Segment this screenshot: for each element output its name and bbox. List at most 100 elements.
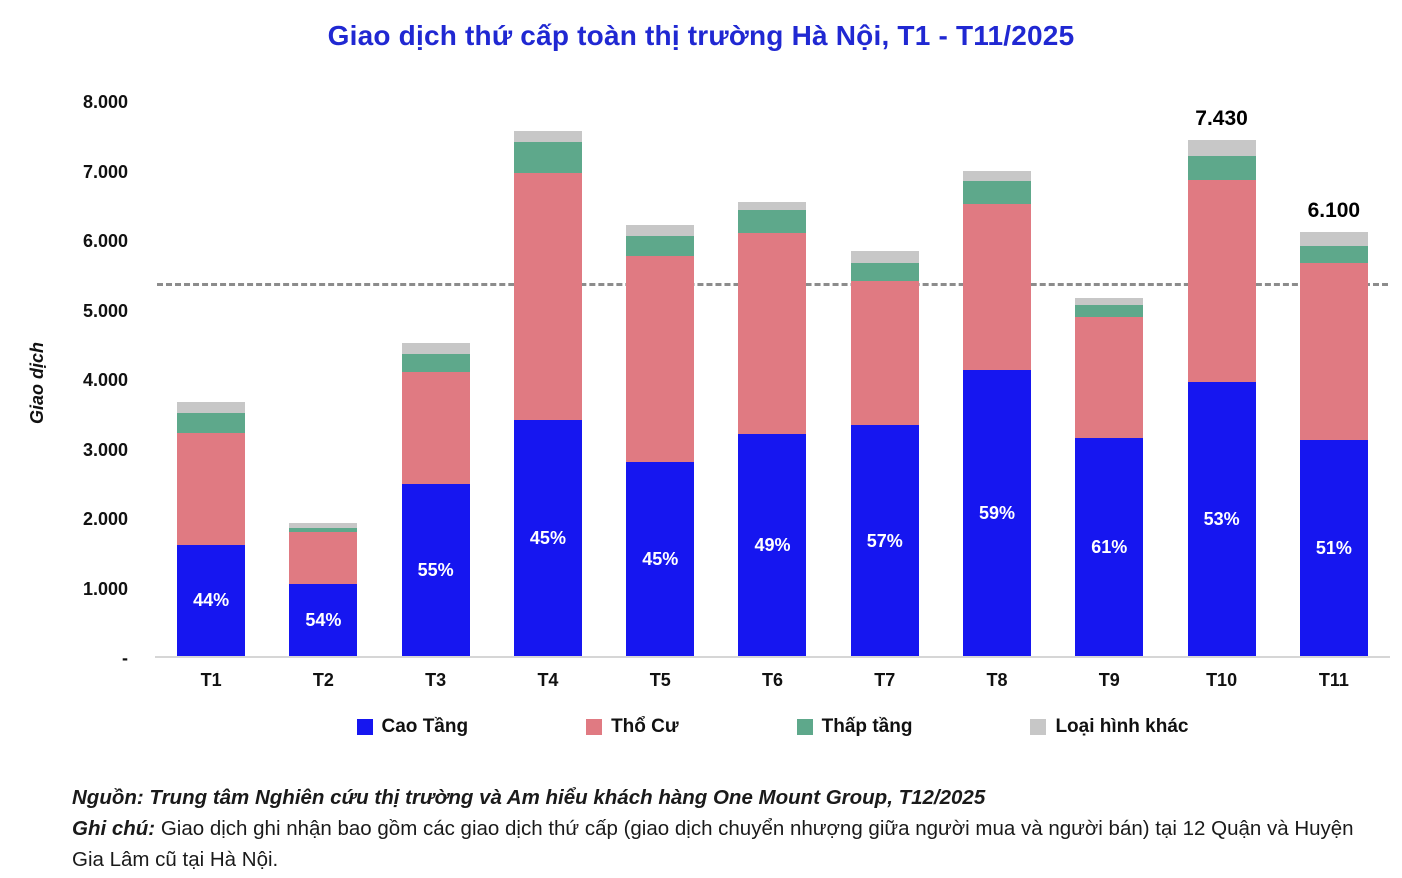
x-axis-tick-label: T2 [312,670,334,690]
bar-segment-cao-tang [850,425,919,656]
legend-label-cao-tang: Cao Tầng [381,716,469,737]
bar-stack: 49% [738,102,807,656]
bar-segment-thap-tang [850,263,919,281]
bar-percentage-label: 55% [417,559,454,580]
x-axis-tick-label: T11 [1318,670,1349,690]
bar-segment-tho-cu [1075,316,1144,438]
x-axis-tick-label: T9 [1098,670,1120,690]
legend-label-loai-hinh-khac: Loại hình khác [1055,716,1189,737]
bar-segment-thap-tang [513,141,582,173]
y-axis-tick-label: 4.000 [82,370,128,390]
bar-segment-thap-tang [1187,155,1256,180]
x-axis-tick-label: T3 [425,670,447,690]
bar-slot-t6: 49% T6 [716,102,828,690]
note-label: Ghi chú: [72,817,156,840]
x-axis-tick-label: T10 [1206,670,1238,690]
bar-segment-tho-cu [963,204,1032,370]
y-axis-tick-labels: - 1.000 2.000 3.000 4.000 5.000 6.000 7.000 8.00… [28,92,128,668]
bar-segment-thap-tang [963,181,1032,205]
x-axis-tick-label: T7 [874,670,896,690]
bar-stack: 57% [850,102,919,656]
bar-segment-loai-hinh-khac [738,202,807,210]
bar-percentage-label: 54% [305,610,342,631]
bar-segment-thap-tang [626,235,695,257]
bar-stack: 59% [963,102,1032,656]
bar-total-label: 7.430 [1195,106,1248,130]
source-line: Nguồn: Trung tâm Nghiên cứu thị trường v… [72,782,1357,813]
bar-percentage-label: 59% [979,502,1016,523]
bar-stack: 51% 6.100 [1299,102,1368,656]
y-axis-tick-label: - [122,648,128,668]
bar-stack: 45% [513,102,582,656]
plot-area: 44% T1 54% T2 55% T3 45% T4 45% T5 49% T6 57% T7 59% T8… [155,102,1390,690]
bar-segment-loai-hinh-khac [289,522,358,529]
legend-swatch-loai-hinh-khac [1030,719,1047,735]
bar-segment-loai-hinh-khac [626,225,695,236]
bar-segment-cao-tang [401,483,470,656]
legend-item-cao-tang: Cao Tầng [356,716,469,738]
bar-segment-tho-cu [850,280,919,426]
bar-segment-tho-cu [1187,179,1256,383]
bar-segment-tho-cu [401,372,470,484]
bar-segment-cao-tang [1075,437,1144,656]
bar-segment-tho-cu [1299,263,1368,440]
footer: Nguồn: Trung tâm Nghiên cứu thị trường v… [72,782,1357,875]
bar-segment-thap-tang [1075,305,1144,317]
bar-segment-thap-tang [401,353,470,373]
bar-slot-t10: 53% 7.430 T10 [1165,102,1277,690]
bar-segment-loai-hinh-khac [513,131,582,142]
x-axis-tick-label: T8 [986,670,1008,690]
legend-swatch-thap-tang [796,719,813,735]
bar-percentage-label: 61% [1091,536,1128,557]
bar-segment-loai-hinh-khac [1187,139,1256,156]
legend-item-tho-cu: Thổ Cư [586,716,679,738]
bar-segment-cao-tang [738,433,807,656]
bar-segment-tho-cu [513,172,582,420]
bar-stack: 61% [1075,102,1144,656]
bar-percentage-label: 44% [193,590,230,611]
x-axis-tick-label: T5 [649,670,671,690]
bar-segment-cao-tang [177,544,246,656]
bar-segment-loai-hinh-khac [1075,298,1144,306]
y-axis-tick-label: 3.000 [82,439,128,460]
y-axis-tick-label: 1.000 [82,578,128,599]
bar-segment-thap-tang [177,412,246,433]
bar-segment-thap-tang [1299,245,1368,264]
bar-stack: 53% 7.430 [1187,102,1256,656]
legend-item-loai-hinh-khac: Loại hình khác [1030,716,1188,738]
x-axis-tick-label: T6 [761,670,783,690]
x-axis-tick-label: T4 [537,670,559,690]
bar-slot-t4: 45% T4 [492,102,604,690]
bar-segment-cao-tang [513,419,582,656]
bar-segment-cao-tang [1187,382,1256,656]
bar-total-label: 6.100 [1307,199,1361,223]
bar-segment-cao-tang [289,584,358,656]
bar-slot-t7: 57% T7 [829,102,941,690]
bar-stack: 55% [401,102,470,656]
y-axis-tick-label: 7.000 [82,161,128,182]
bar-segment-loai-hinh-khac [1299,232,1368,246]
x-axis-tick-label: T1 [200,670,222,690]
bar-slot-t9: 61% T9 [1053,102,1165,690]
bar-percentage-label: 57% [866,530,903,551]
bar-segment-tho-cu [738,233,807,434]
bar-slot-t5: 45% T5 [604,102,716,690]
source-label: Nguồn: [72,786,144,809]
note-line: Ghi chú: Giao dịch ghi nhận bao gồm các … [72,813,1357,875]
bar-slot-t1: 44% T1 [155,102,267,690]
chart-title: Giao dịch thứ cấp toàn thị trường Hà Nội… [327,20,1075,51]
bar-slot-t11: 51% 6.100 T11 [1278,102,1390,690]
bar-stack: 54% [289,102,358,656]
y-axis-tick-label: 8.000 [82,92,128,112]
bar-segment-cao-tang [626,462,695,656]
legend-swatch-cao-tang [356,719,373,735]
bar-percentage-label: 49% [754,534,791,555]
bar-segment-loai-hinh-khac [177,402,246,413]
y-axis-tick-label: 6.000 [82,231,128,251]
bar-slot-t3: 55% T3 [380,102,492,690]
bar-segment-tho-cu [177,432,246,545]
bar-slot-t2: 54% T2 [267,102,379,690]
legend-label-tho-cu: Thổ Cư [611,716,679,737]
source-text: Trung tâm Nghiên cứu thị trường và Am hi… [143,786,986,809]
